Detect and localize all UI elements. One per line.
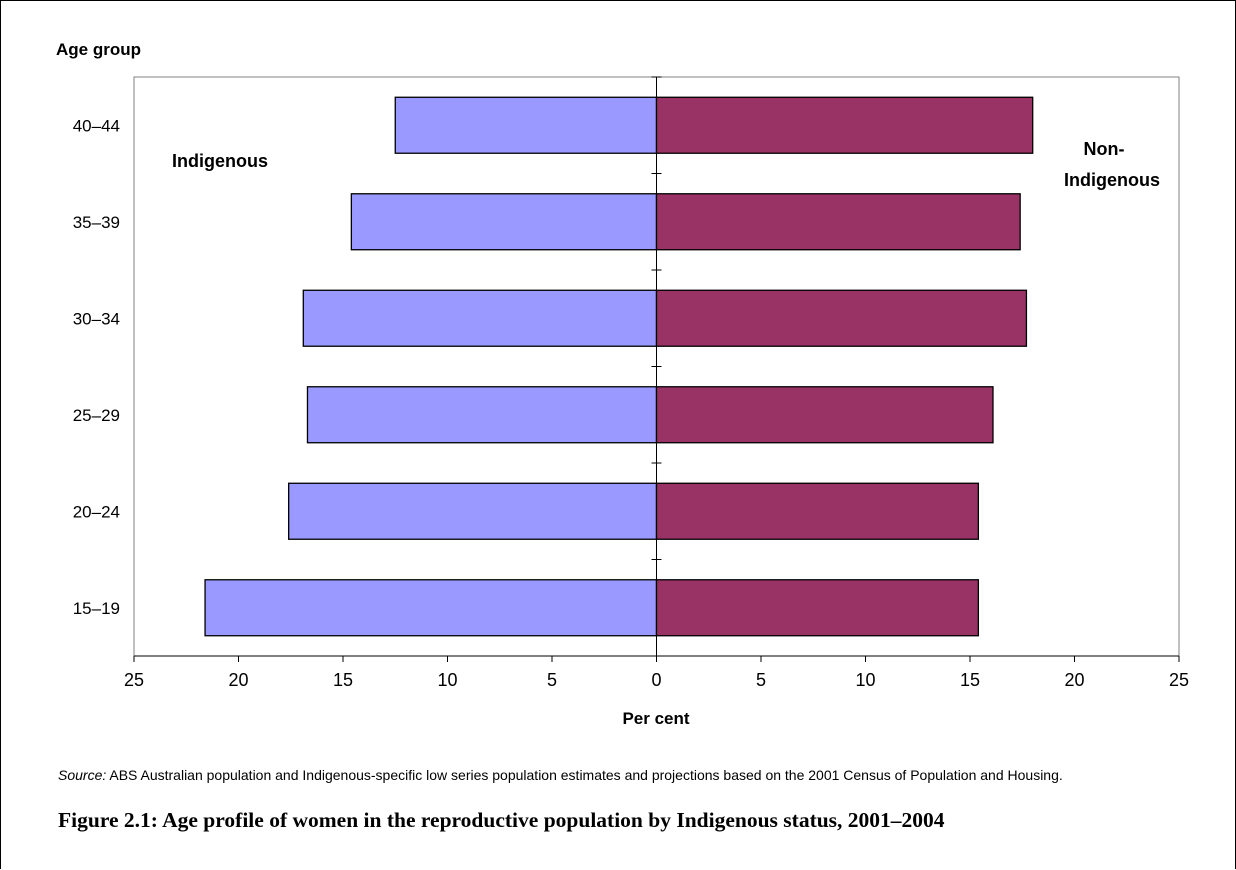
x-tick-label: 5 xyxy=(756,670,766,690)
x-tick-label: 15 xyxy=(960,670,980,690)
x-tick-label: 25 xyxy=(124,670,144,690)
bar-non-indigenous xyxy=(655,482,980,540)
source-text: ABS Australian population and Indigenous… xyxy=(106,767,1063,783)
source-note: Source: ABS Australian population and In… xyxy=(58,766,1178,784)
y-tick-label: 15–19 xyxy=(73,599,120,618)
x-axis-title: Per cent xyxy=(622,709,689,728)
bar-indigenous xyxy=(350,193,658,251)
series-label-non-indigenous-line1: Non- xyxy=(1084,139,1125,159)
bar-chart: Age group 40–44 35–39 30–34 25–29 20–24 15–19… xyxy=(56,40,1189,728)
x-tick-label: 25 xyxy=(1169,670,1189,690)
y-tick-label: 30–34 xyxy=(73,309,120,328)
source-label: Source: xyxy=(58,767,107,783)
bar-non-indigenous xyxy=(655,96,1034,154)
y-tick-label: 20–24 xyxy=(73,502,120,521)
series-label-non-indigenous-line2: Indigenous xyxy=(1064,170,1160,190)
y-tick-label: 40–44 xyxy=(73,116,120,135)
x-tick-label: 0 xyxy=(651,670,661,690)
y-tick-label: 35–39 xyxy=(73,213,120,232)
bar-indigenous xyxy=(204,579,658,637)
x-tick-label: 20 xyxy=(1064,670,1084,690)
bar-indigenous xyxy=(288,482,658,540)
bar-indigenous xyxy=(302,289,658,347)
x-tick-label: 10 xyxy=(855,670,875,690)
y-tick-label: 25–29 xyxy=(73,406,120,425)
bar-non-indigenous xyxy=(655,386,994,444)
bar-indigenous xyxy=(306,386,658,444)
x-tick-label: 15 xyxy=(333,670,353,690)
bar-non-indigenous xyxy=(655,289,1028,347)
x-tick-label: 10 xyxy=(437,670,457,690)
bar-indigenous xyxy=(394,96,658,154)
x-tick-label: 5 xyxy=(547,670,557,690)
bar-non-indigenous xyxy=(655,193,1021,251)
figure-caption: Figure 2.1: Age profile of women in the … xyxy=(58,808,945,832)
y-axis-title: Age group xyxy=(56,40,141,59)
x-tick-label: 20 xyxy=(228,670,248,690)
series-label-indigenous: Indigenous xyxy=(172,151,268,171)
bar-non-indigenous xyxy=(655,579,980,637)
